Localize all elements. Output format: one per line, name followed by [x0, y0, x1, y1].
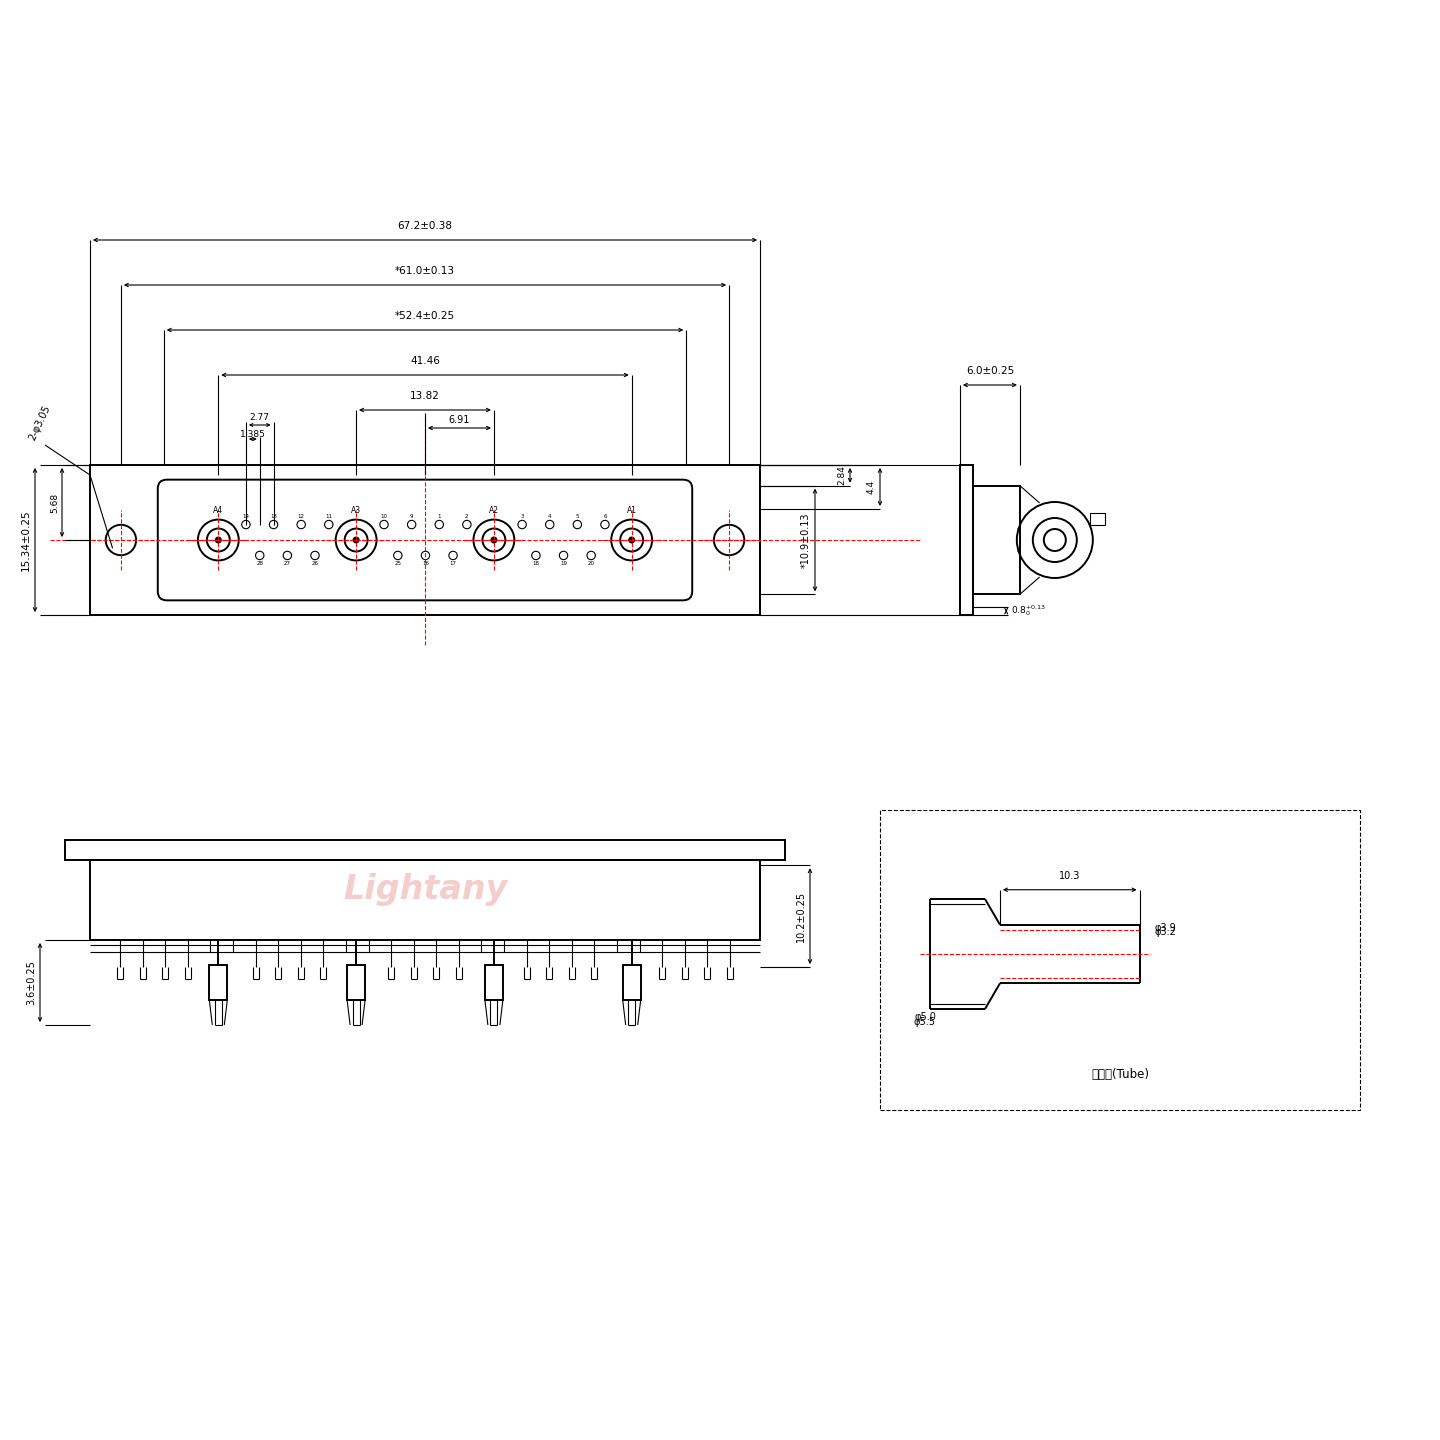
Text: 9: 9	[410, 514, 413, 518]
Text: φ5.5: φ5.5	[914, 1017, 936, 1027]
Text: 19: 19	[560, 562, 567, 566]
Bar	[347, 965, 366, 999]
Text: 2.77: 2.77	[249, 413, 269, 422]
Text: 26: 26	[311, 562, 318, 566]
Text: 12: 12	[298, 514, 305, 518]
Bar	[209, 965, 228, 999]
Text: 4.4: 4.4	[867, 480, 876, 494]
Text: 4: 4	[549, 514, 552, 518]
Bar	[1090, 513, 1104, 526]
Text: 6: 6	[603, 514, 606, 518]
Text: 10: 10	[380, 514, 387, 518]
Bar	[89, 465, 760, 615]
Text: *52.4±0.25: *52.4±0.25	[395, 311, 455, 321]
Text: 6.0±0.25: 6.0±0.25	[966, 366, 1014, 376]
Text: 13.82: 13.82	[410, 392, 441, 400]
Text: 13: 13	[271, 514, 276, 518]
Text: A2: A2	[490, 505, 498, 514]
Bar	[89, 860, 760, 940]
Text: Lightany: Lightany	[343, 874, 507, 907]
Bar	[65, 840, 785, 860]
Text: 2.84: 2.84	[837, 465, 847, 485]
Text: 18: 18	[533, 562, 540, 566]
Bar	[485, 965, 503, 999]
Circle shape	[629, 537, 635, 543]
Text: 41.46: 41.46	[410, 356, 441, 366]
Circle shape	[353, 537, 359, 543]
Text: 20: 20	[588, 562, 595, 566]
Text: A4: A4	[213, 505, 223, 514]
Text: 10.2±0.25: 10.2±0.25	[796, 890, 806, 942]
Bar	[960, 465, 973, 615]
Text: 3: 3	[520, 514, 524, 518]
Text: 1.385: 1.385	[240, 431, 266, 439]
Text: *61.0±0.13: *61.0±0.13	[395, 266, 455, 276]
Text: 屏蔽管(Tube): 屏蔽管(Tube)	[1092, 1068, 1149, 1081]
Text: 1: 1	[438, 514, 441, 518]
Text: 0.8$^{+0.13}_{0}$: 0.8$^{+0.13}_{0}$	[1011, 603, 1045, 618]
Text: 25: 25	[395, 562, 402, 566]
Bar	[622, 965, 641, 999]
Text: 5: 5	[576, 514, 579, 518]
Text: 15.34±0.25: 15.34±0.25	[22, 510, 32, 570]
Text: A3: A3	[351, 505, 361, 514]
Text: A1: A1	[626, 505, 636, 514]
Text: φ3.2: φ3.2	[1155, 927, 1176, 937]
Text: 14: 14	[242, 514, 249, 518]
Text: 11: 11	[325, 514, 333, 518]
Circle shape	[491, 537, 497, 543]
Text: 6.91: 6.91	[449, 415, 469, 425]
Text: 2-φ3.05: 2-φ3.05	[27, 403, 52, 442]
Text: 10.3: 10.3	[1058, 871, 1080, 881]
Text: *10.9±0.13: *10.9±0.13	[801, 513, 811, 567]
Text: 27: 27	[284, 562, 291, 566]
Text: 28: 28	[256, 562, 264, 566]
Text: 67.2±0.38: 67.2±0.38	[397, 220, 452, 230]
Text: φ3.9: φ3.9	[1155, 923, 1176, 933]
Circle shape	[216, 537, 222, 543]
Bar	[880, 809, 1359, 1110]
Text: 17: 17	[449, 562, 456, 566]
Bar	[973, 485, 1020, 595]
Text: 2: 2	[465, 514, 468, 518]
Text: φ5.0: φ5.0	[914, 1012, 936, 1022]
Text: 5.68: 5.68	[50, 492, 59, 513]
Text: 16: 16	[422, 562, 429, 566]
Text: 3.6±0.25: 3.6±0.25	[26, 960, 36, 1005]
